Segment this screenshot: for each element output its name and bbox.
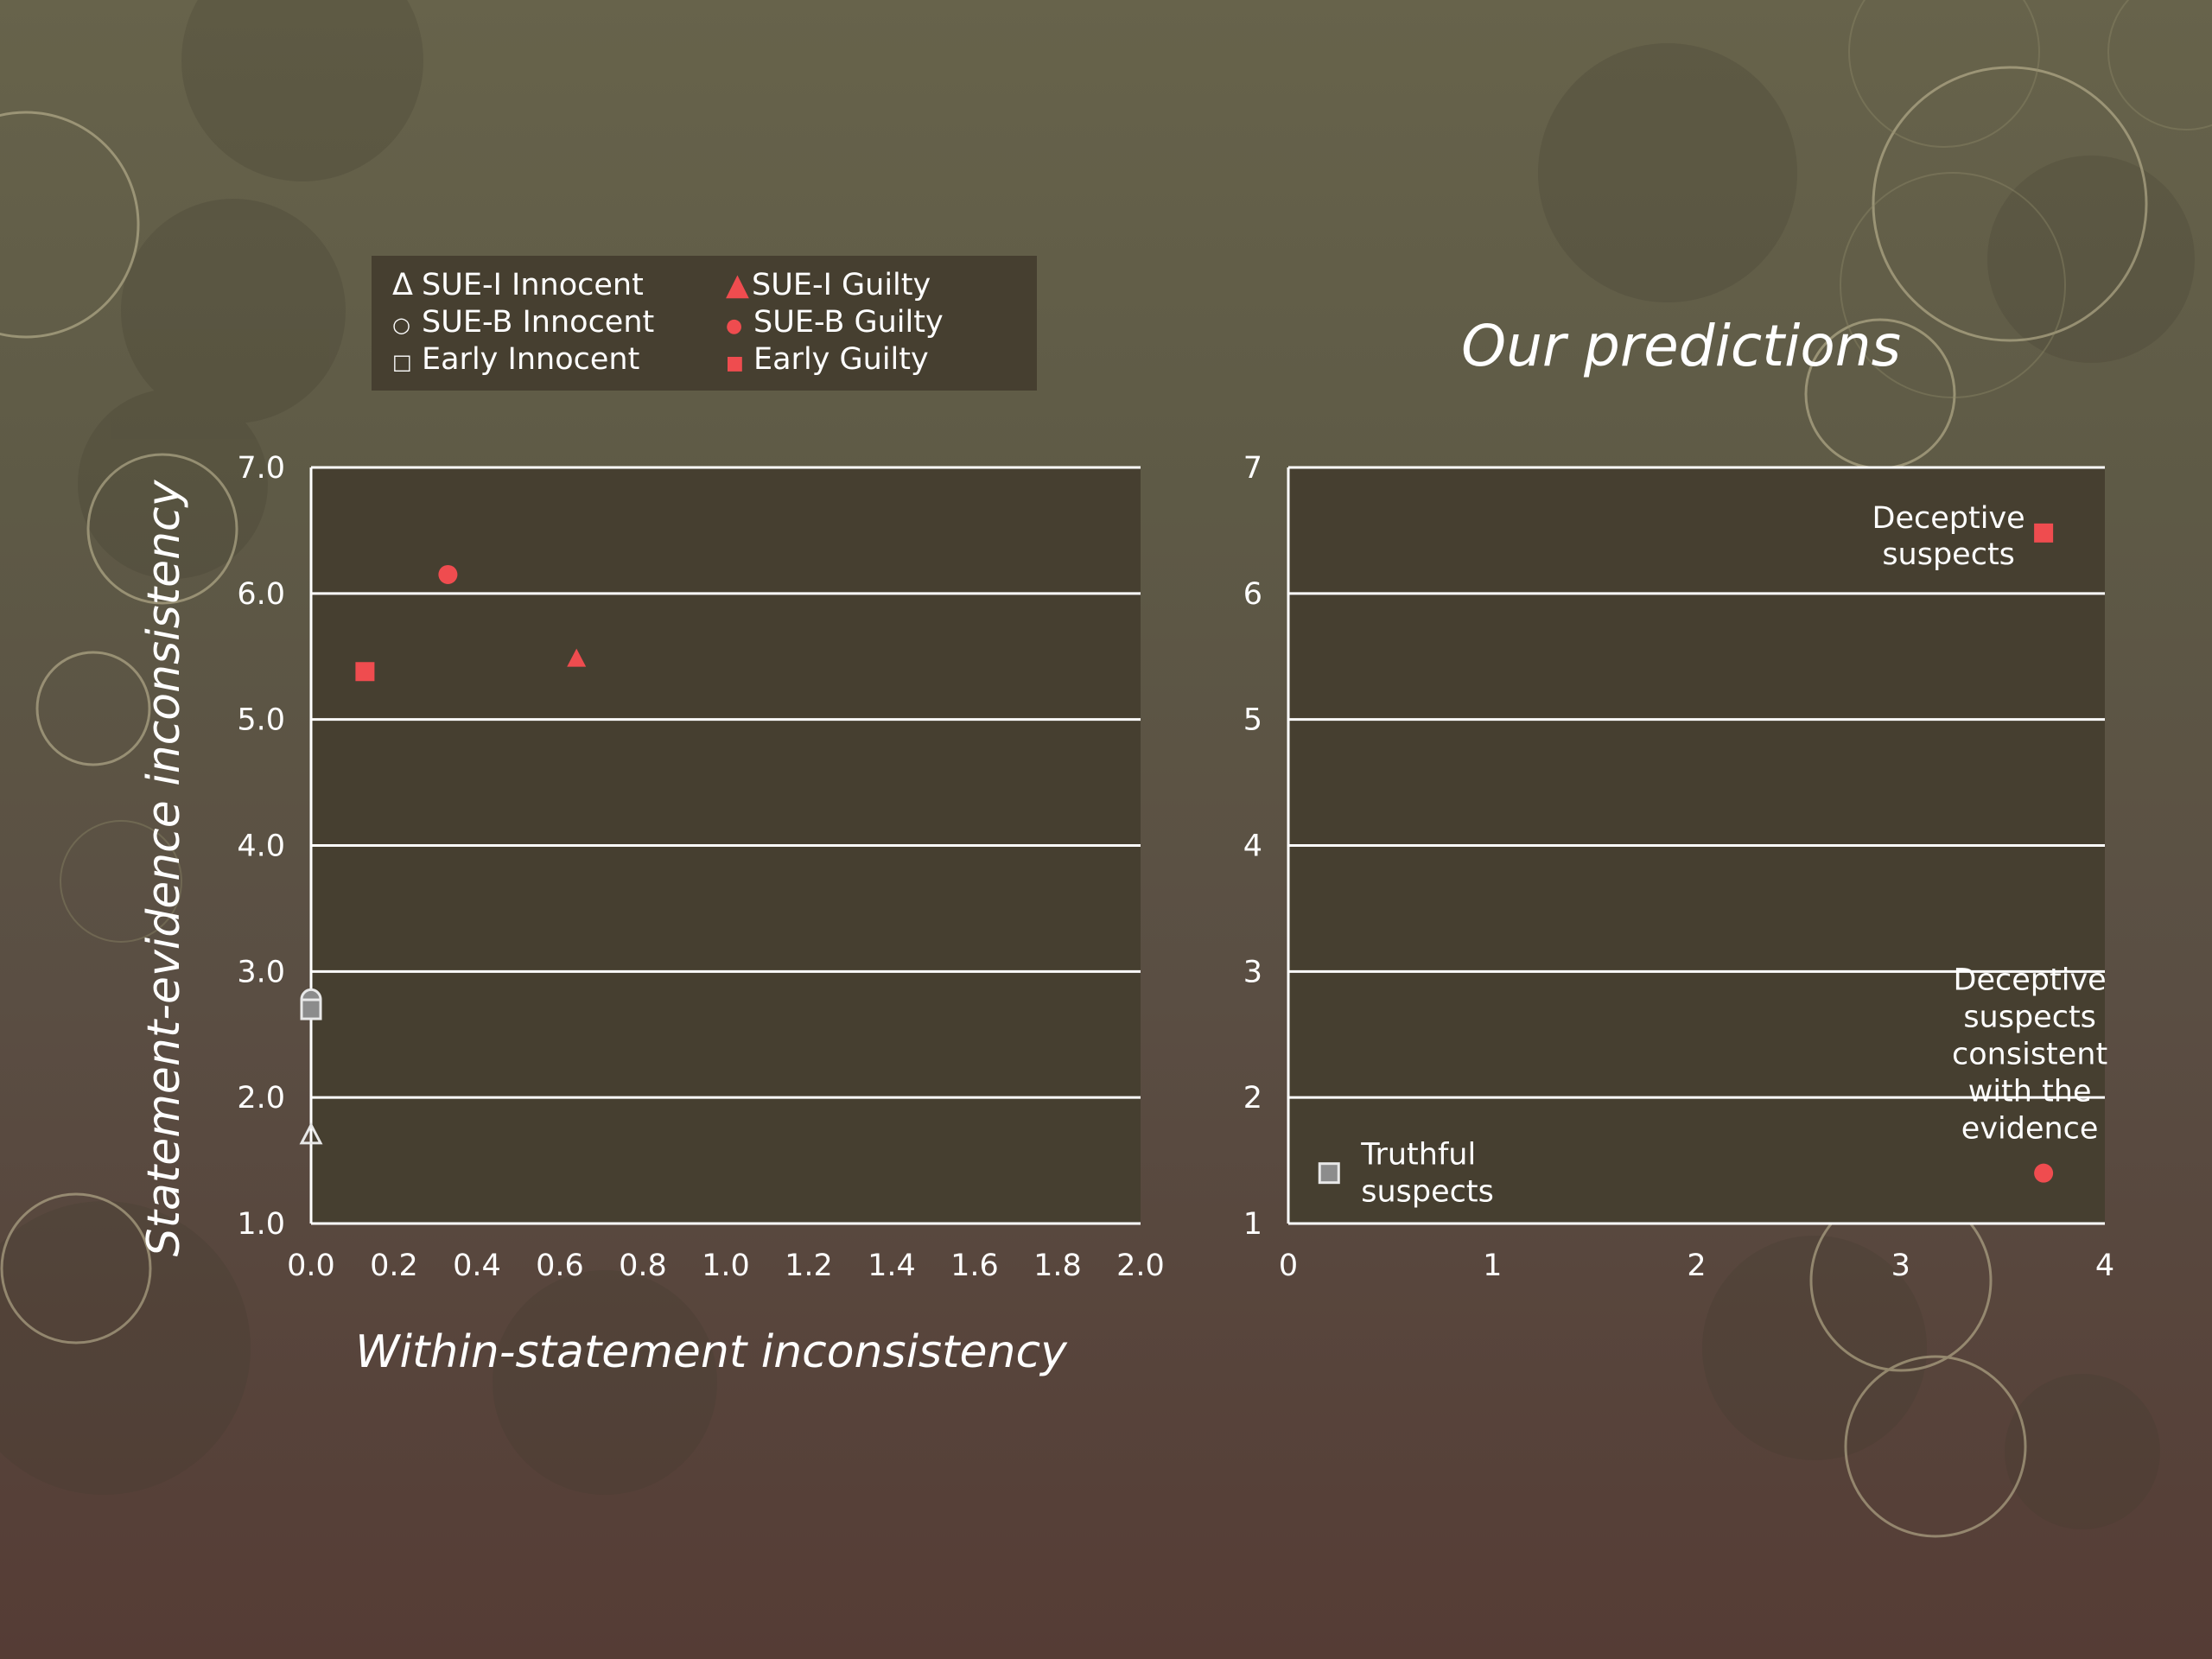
legend: Δ SUE-I Innocent ○ SUE-B Innocent □ Early I… [372,256,1037,391]
x-tick-label: 1.0 [702,1249,750,1283]
open-square-icon: □ [392,350,412,374]
x-tick-label: 0.8 [619,1249,667,1283]
legend-item-sue-b-guilty: ● SUE-B Guilty [726,303,944,346]
prediction-point-square [2034,523,2054,543]
point-annotation: suspects [1963,1001,2096,1035]
x-tick-label: 1.8 [1033,1249,1082,1283]
point-annotation: suspects [1361,1175,1494,1210]
predictions-title: Our predictions [1461,313,1901,379]
point-annotation: with the [1968,1075,2092,1109]
x-tick-label: 0.4 [453,1249,501,1283]
data-point-square-open [300,998,322,1020]
x-tick-label: 0.6 [536,1249,584,1283]
point-annotation: Deceptive [1872,501,2025,536]
x-tick-label: 0.2 [370,1249,418,1283]
y-tick-label: 2.0 [237,1081,285,1116]
legend-label: SUE-B Guilty [753,305,944,340]
x-tick-label: 2 [1687,1249,1706,1283]
y-axis-title: Statement-evidence inconsistency [138,479,190,1256]
y-tick-label: 3 [1243,955,1262,989]
y-tick-label: 1 [1243,1207,1262,1242]
filled-circle-icon: ● [726,315,743,337]
y-tick-label: 4 [1243,830,1262,864]
y-tick-label: 2 [1243,1081,1262,1116]
x-tick-label: 0 [1279,1249,1298,1283]
y-tick-label: 4.0 [237,830,285,864]
legend-label: Early Innocent [422,342,640,377]
x-axis-title: Within-statement inconsistency [355,1326,1068,1378]
x-tick-label: 1.4 [868,1249,916,1283]
y-tick-label: 1.0 [237,1207,285,1242]
data-point-triangle-open [299,1122,323,1145]
x-tick-label: 1.6 [950,1249,999,1283]
filled-square-icon: ■ [726,353,744,374]
y-tick-label: 7 [1243,451,1262,486]
open-triangle-icon: Δ [392,268,413,302]
legend-item-early-guilty: ■ Early Guilty [726,340,929,383]
open-circle-icon: ○ [392,313,410,337]
x-tick-label: 1.2 [785,1249,833,1283]
legend-item-early-innocent: □ Early Innocent [392,340,639,381]
legend-label: Early Guilty [753,342,929,377]
y-tick-label: 6.0 [237,577,285,612]
x-tick-label: 3 [1891,1249,1910,1283]
legend-label: SUE-I Guilty [752,268,931,302]
point-annotation: Truthful [1360,1138,1476,1173]
y-tick-label: 6 [1243,577,1262,612]
point-annotation: Deceptive [1954,963,2107,998]
legend-label: SUE-I Innocent [422,268,644,302]
point-annotation: consistent [1952,1038,2107,1072]
data-point-triangle [567,648,587,667]
y-tick-label: 5 [1243,703,1262,738]
filled-triangle-icon: ▲ [726,268,749,302]
y-tick-label: 5.0 [237,703,285,738]
legend-item-sue-i-guilty: ▲SUE-I Guilty [726,266,931,304]
data-point-circle [438,564,458,584]
prediction-point-square-open [1318,1162,1340,1185]
legend-item-sue-i-innocent: Δ SUE-I Innocent [392,266,644,304]
x-tick-label: 0.0 [287,1249,335,1283]
prediction-point-circle [2034,1163,2054,1183]
legend-label: SUE-B Innocent [422,305,655,340]
point-annotation: suspects [1882,537,2015,572]
x-tick-label: 1 [1483,1249,1502,1283]
data-point-square [355,662,375,682]
point-annotation: evidence [1961,1112,2099,1147]
y-tick-label: 7.0 [237,451,285,486]
x-tick-label: 4 [2095,1249,2114,1283]
y-tick-label: 3.0 [237,955,285,989]
legend-item-sue-b-innocent: ○ SUE-B Innocent [392,303,654,344]
x-tick-label: 2.0 [1116,1249,1165,1283]
